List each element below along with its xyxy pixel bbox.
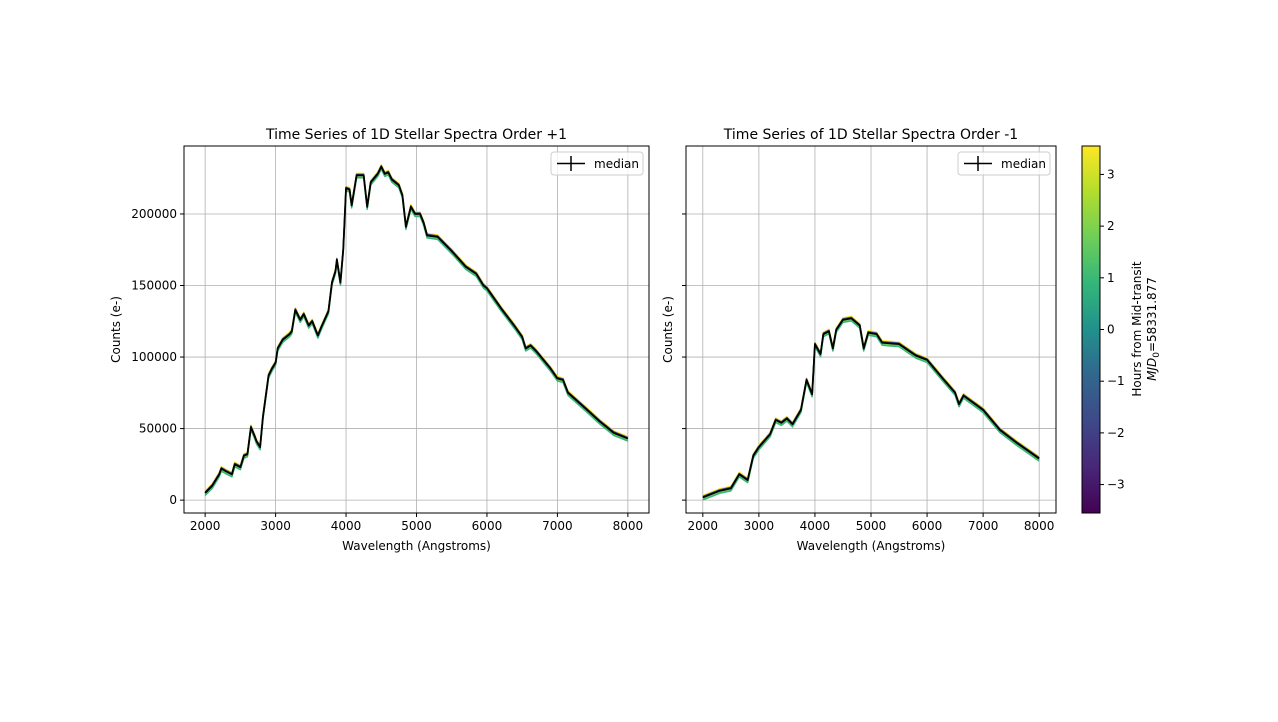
chart-title: Time Series of 1D Stellar Spectra Order … [723, 127, 1018, 143]
axes-frame [685, 145, 1057, 514]
median-line [702, 317, 1040, 499]
colorbar-label-mjd: MJD0=58331.877 [1145, 277, 1162, 381]
y-tick-label: 50000 [139, 422, 177, 436]
y-tick-label: 200000 [131, 207, 177, 221]
x-tick-label: 8000 [1024, 519, 1055, 533]
x-tick-label: 6000 [912, 519, 943, 533]
x-axis-label: Wavelength (Angstroms) [342, 539, 491, 553]
axes-frame [183, 145, 650, 514]
x-tick-label: 4000 [800, 519, 831, 533]
colorbar-tick-label: −3 [1107, 478, 1125, 492]
colorbar: 3 2 1 0 −1 −2 −3 Hours from Mid-transit MJD0=5… [1081, 145, 1162, 514]
y-axis-label: Counts (e-) [109, 296, 123, 363]
colorbar-gradient [1081, 145, 1101, 514]
y-tick-label: 150000 [131, 279, 177, 293]
y-axis-label: Counts (e-) [661, 296, 675, 363]
x-tick-label: 3000 [744, 519, 775, 533]
y-tick-label: 100000 [131, 350, 177, 364]
time-series-line [204, 168, 629, 496]
x-tick-label: 5000 [401, 519, 432, 533]
panel-1: 2000 3000 4000 5000 6000 7000 8000 0 50000 100000… [109, 127, 650, 553]
x-tick-label: 7000 [968, 519, 999, 533]
colorbar-label: Hours from Mid-transit [1130, 261, 1144, 397]
y-tick-label: 0 [169, 493, 177, 507]
legend: median [957, 151, 1051, 176]
colorbar-tick-label: 1 [1107, 271, 1115, 285]
x-tick-label: 3000 [260, 519, 291, 533]
median-line [204, 165, 629, 494]
legend-label: median [594, 157, 639, 171]
legend: median [550, 151, 644, 176]
x-tick-label: 6000 [472, 519, 503, 533]
legend-box [957, 151, 1051, 176]
colorbar-tick-label: 3 [1107, 167, 1115, 181]
legend-box [550, 151, 644, 176]
colorbar-tick-label: 0 [1107, 323, 1115, 337]
x-tick-label: 8000 [613, 519, 644, 533]
colorbar-tick-label: −1 [1107, 374, 1125, 388]
chart-title: Time Series of 1D Stellar Spectra Order … [265, 127, 567, 143]
colorbar-tick-label: 2 [1107, 219, 1115, 233]
legend-label: median [1001, 157, 1046, 171]
time-series-line [702, 320, 1040, 501]
x-tick-label: 2000 [190, 519, 221, 533]
x-tick-label: 2000 [688, 519, 719, 533]
x-tick-label: 7000 [542, 519, 573, 533]
x-axis-label: Wavelength (Angstroms) [797, 539, 946, 553]
colorbar-tick-label: −2 [1107, 426, 1125, 440]
x-tick-label: 5000 [856, 519, 887, 533]
panel-2: 2000 3000 4000 5000 6000 7000 8000 Time Series … [661, 127, 1057, 553]
x-tick-label: 4000 [331, 519, 362, 533]
